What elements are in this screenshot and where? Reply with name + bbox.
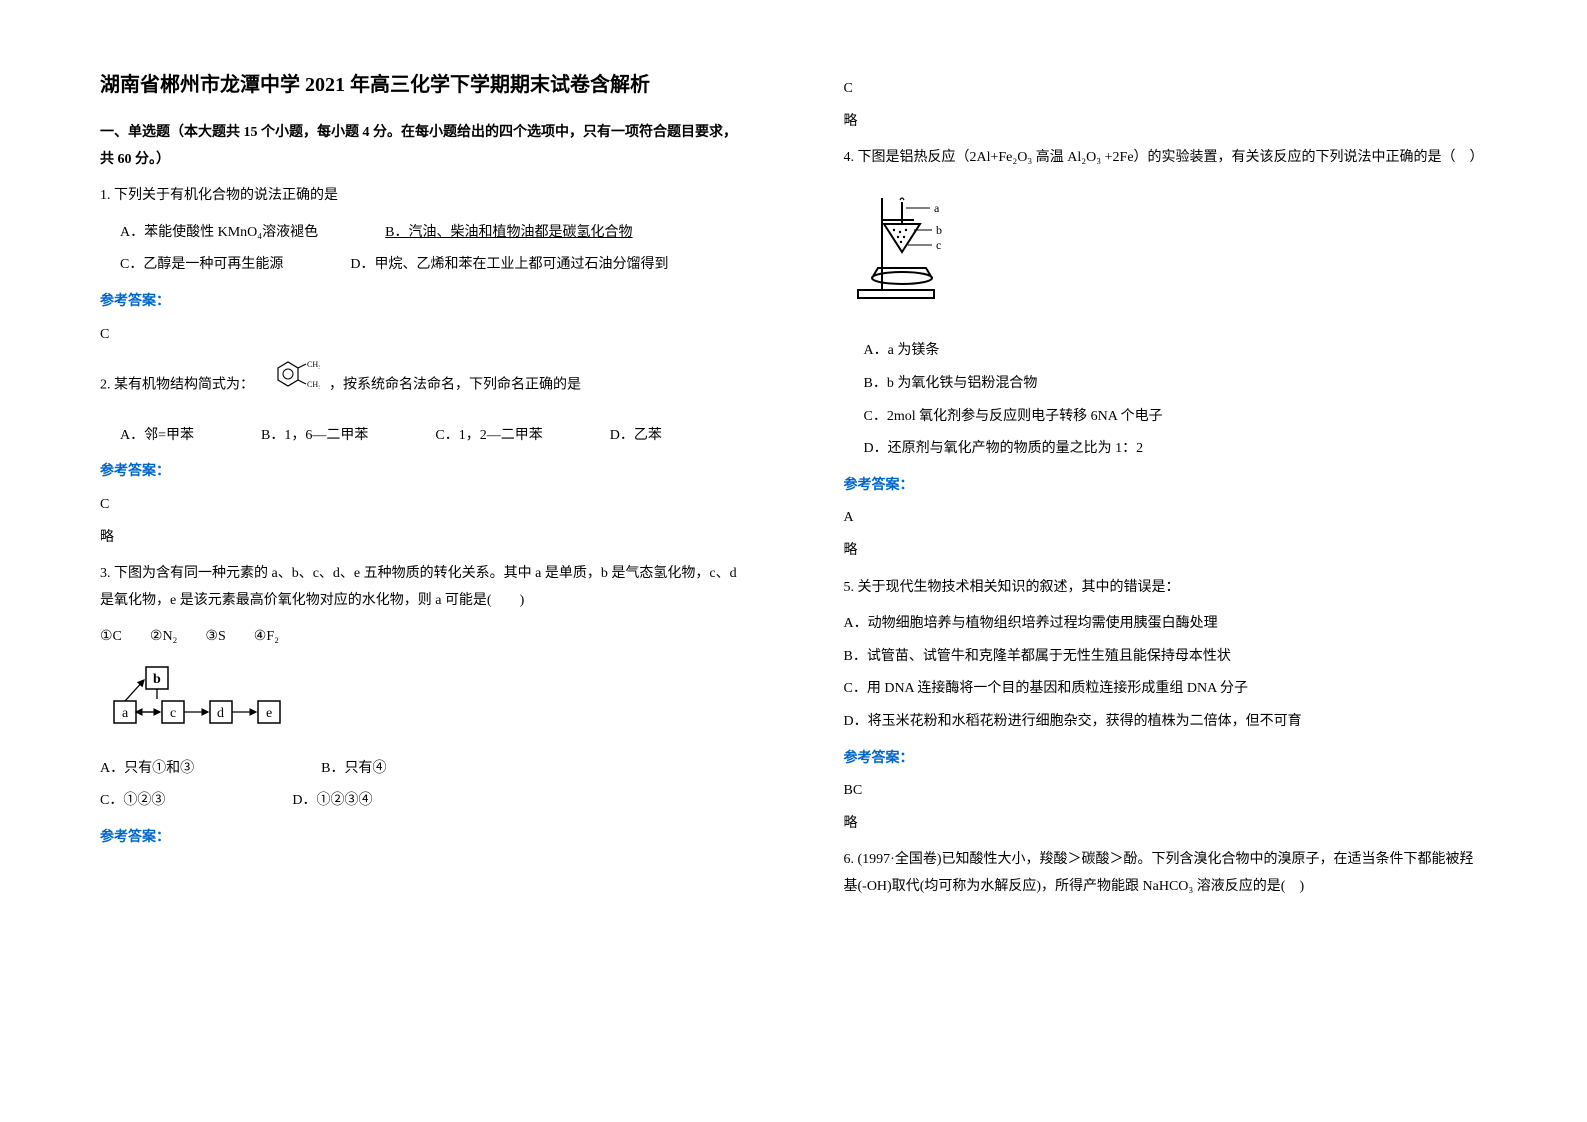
q1-optC: C．乙醇是一种可再生能源 [120,257,283,272]
q2-options: A．邻=甲苯 B．1，6—二甲苯 C．1，2—二甲苯 D．乙苯 [120,423,744,450]
q2-answer: C [100,492,744,519]
q3-answer: C [844,76,1488,103]
q5-optA: A．动物细胞培养与植物组织培养过程均需使用胰蛋白酶处理 [844,611,1488,638]
left-column: 湖南省郴州市龙潭中学 2021 年高三化学下学期期末试卷含解析 一、单选题（本大… [0,0,794,1122]
flow-node-e: e [266,706,272,721]
q3-optD: D．①②③④ [292,793,372,808]
q3-stem: 3. 下图为含有同一种元素的 a、b、c、d、e 五种物质的转化关系。其中 a … [100,561,744,614]
q4-answer: A [844,505,1488,532]
q1-optB: B．汽油、柴油和植物油都是碳氢化合物 [385,225,632,240]
q2-stem-post: ，按系统命名法命名，下列命名正确的是 [329,378,581,393]
q2-stem: 2. 某有机物结构简式为： CH₃ CH₃ ，按系统命名法命名，下列命名正确的是 [100,358,744,413]
flow-node-c: c [170,706,176,721]
q4-answer-label: 参考答案： [844,473,1488,500]
q3-optB: B．只有④ [321,761,386,776]
flow-node-a: a [122,706,129,721]
q4-brief: 略 [844,538,1488,565]
q1-answer: C [100,322,744,349]
q3-answer-label: 参考答案： [100,825,744,852]
q4-options: A．a 为镁条 B．b 为氧化铁与铝粉混合物 C．2mol 氧化剂参与反应则电子… [864,338,1488,462]
apparatus-diagram: a b c [844,190,1488,321]
flow-node-b: b [153,672,161,687]
q1-options: A．苯能使酸性 KMnO₄溶液褪色 B．汽油、柴油和植物油都是碳氢化合物 C．乙… [120,220,744,279]
ch3-label-1: CH₃ [307,360,320,369]
q2-brief: 略 [100,525,744,552]
q1-optD: D．甲烷、乙烯和苯在工业上都可通过石油分馏得到 [350,257,668,272]
q4-optA: A．a 为镁条 [864,338,1488,365]
q3-choices: ①C ②N₂ ③S ④F₂ [100,624,744,651]
q2-stem-pre: 2. 某有机物结构简式为： [100,378,254,393]
molecule-diagram: CH₃ CH₃ [264,358,320,413]
q2-optC: C．1，2—二甲苯 [435,428,542,443]
q3-brief: 略 [844,109,1488,136]
q3-optA: A．只有①和③ [100,761,194,776]
q5-optB: B．试管苗、试管牛和克隆羊都属于无性生殖且能保持母本性状 [844,644,1488,671]
q3-options: A．只有①和③ B．只有④ C．①②③ D．①②③④ [100,756,744,815]
q2-optD: D．乙苯 [610,428,662,443]
ch3-label-2: CH₃ [307,380,320,389]
q2-optB: B．1，6—二甲苯 [261,428,368,443]
q5-options: A．动物细胞培养与植物组织培养过程均需使用胰蛋白酶处理 B．试管苗、试管牛和克隆… [844,611,1488,735]
q4-optD: D．还原剂与氧化产物的物质的量之比为 1：2 [864,436,1488,463]
q4-optB: B．b 为氧化铁与铝粉混合物 [864,371,1488,398]
flow-node-d: d [217,706,224,721]
document-title: 湖南省郴州市龙潭中学 2021 年高三化学下学期期末试卷含解析 [100,70,744,100]
q1-answer-label: 参考答案： [100,289,744,316]
apparatus-label-c: c [936,238,941,252]
q1-optA: A．苯能使酸性 KMnO₄溶液褪色 [120,225,318,240]
right-column: C 略 4. 下图是铝热反应（2Al+Fe₂O₃ 高温 Al₂O₃ +2Fe）的… [794,0,1587,1122]
q5-answer: BC [844,778,1488,805]
q2-optA: A．邻=甲苯 [120,428,194,443]
q5-brief: 略 [844,811,1488,838]
q6-stem: 6. (1997·全国卷)已知酸性大小，羧酸＞碳酸＞酚。下列含溴化合物中的溴原子… [844,847,1488,900]
q5-answer-label: 参考答案： [844,746,1488,773]
q5-optD: D．将玉米花粉和水稻花粉进行细胞杂交，获得的植株为二倍体，但不可育 [844,709,1488,736]
section-heading: 一、单选题（本大题共 15 个小题，每小题 4 分。在每小题给出的四个选项中，只… [100,120,744,173]
q5-optC: C．用 DNA 连接酶将一个目的基因和质粒连接形成重组 DNA 分子 [844,676,1488,703]
apparatus-label-b: b [936,223,942,237]
q4-optC: C．2mol 氧化剂参与反应则电子转移 6NA 个电子 [864,404,1488,431]
apparatus-label-a: a [934,201,940,215]
flow-diagram: b a c d e [110,665,744,742]
q5-stem: 5. 关于现代生物技术相关知识的叙述，其中的错误是： [844,575,1488,602]
q4-stem: 4. 下图是铝热反应（2Al+Fe₂O₃ 高温 Al₂O₃ +2Fe）的实验装置… [844,145,1488,172]
q2-answer-label: 参考答案： [100,459,744,486]
q1-stem: 1. 下列关于有机化合物的说法正确的是 [100,183,744,210]
q3-optC: C．①②③ [100,793,165,808]
